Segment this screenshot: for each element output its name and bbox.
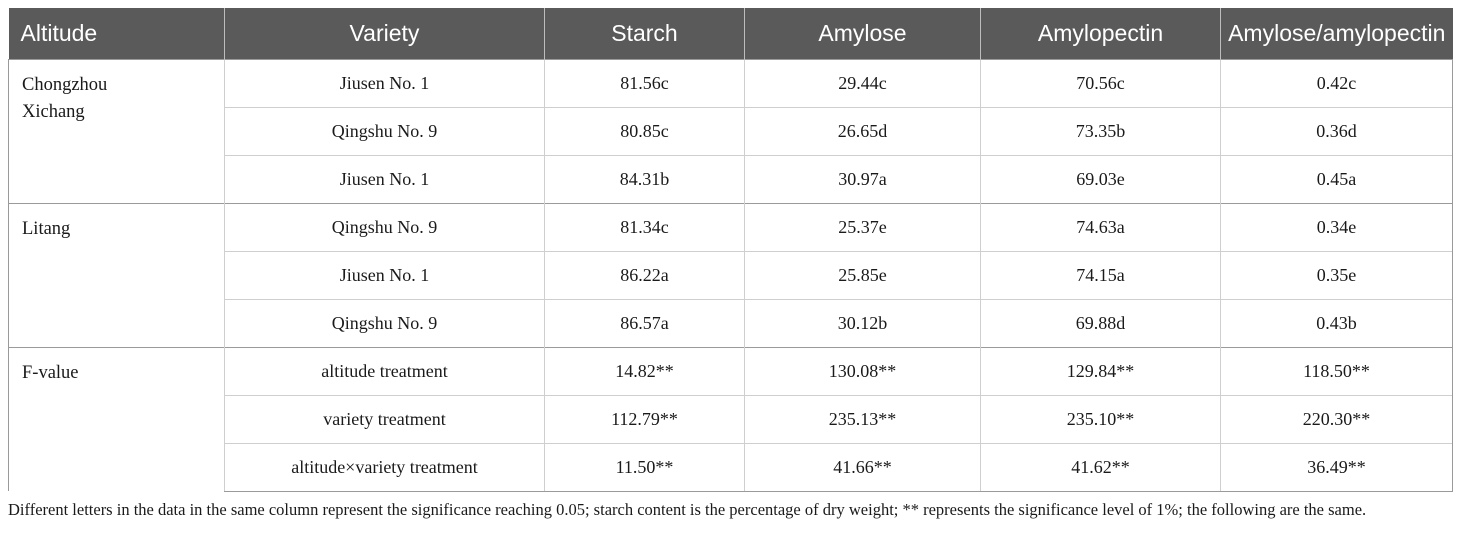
amylopectin-cell: 74.15a — [980, 250, 1221, 299]
amylopectin-cell: 235.10** — [980, 394, 1221, 443]
altitude-label: F-value — [22, 362, 79, 383]
amylose-cell: 26.65d — [744, 106, 981, 155]
table-row: Litang Qingshu No. 9 81.34c 25.37e 74.63… — [8, 202, 1453, 347]
amylopectin-cell: 73.35b — [980, 106, 1221, 155]
amylopectin-cell: 70.56c — [980, 58, 1221, 107]
header-variety: Variety — [224, 8, 545, 59]
starch-cell: 11.50** — [544, 442, 745, 492]
amylopectin-cell: 74.63a — [980, 202, 1221, 251]
ratio-cell: 0.43b — [1220, 298, 1453, 347]
variety-cell: Jiusen No. 1 — [224, 250, 545, 299]
table-row: Jiusen No. 1 84.31b 30.97a 69.03e 0.45a — [9, 154, 1453, 203]
table-header-row: Altitude Variety Starch Amylose Amylopec… — [8, 8, 1453, 59]
table-row: Chongzhou Xichang Jiusen No. 1 81.56c 29… — [8, 58, 1453, 203]
header-ratio: Amylose/amylopectin — [1220, 8, 1453, 59]
altitude-label: Chongzhou — [22, 74, 108, 95]
variety-cell: variety treatment — [224, 394, 545, 443]
amylose-cell: 29.44c — [744, 58, 981, 107]
variety-cell: Qingshu No. 9 — [224, 202, 545, 251]
table-row: Qingshu No. 9 80.85c 26.65d 73.35b 0.36d — [9, 106, 1453, 155]
amylose-cell: 25.37e — [744, 202, 981, 251]
altitude-label: Xichang — [22, 101, 85, 122]
altitude-cell: F-value — [8, 346, 225, 491]
variety-cell: Qingshu No. 9 — [224, 106, 545, 155]
variety-cell: Jiusen No. 1 — [224, 58, 545, 107]
header-amylose: Amylose — [744, 8, 981, 59]
starch-cell: 81.34c — [544, 202, 745, 251]
starch-cell: 80.85c — [544, 106, 745, 155]
ratio-cell: 0.36d — [1220, 106, 1453, 155]
header-altitude: Altitude — [20, 19, 98, 46]
starch-cell: 86.22a — [544, 250, 745, 299]
amylose-cell: 130.08** — [744, 346, 981, 395]
data-table: Altitude Variety Starch Amylose Amylopec… — [8, 8, 1453, 492]
table-footnote: Different letters in the data in the sam… — [8, 500, 1367, 519]
table-row: F-value altitude treatment 14.82** 130.0… — [8, 346, 1453, 491]
ratio-cell: 0.34e — [1220, 202, 1453, 251]
amylose-cell: 41.66** — [744, 442, 981, 492]
variety-cell: Jiusen No. 1 — [224, 154, 545, 203]
starch-cell: 112.79** — [544, 394, 745, 443]
amylopectin-cell: 129.84** — [980, 346, 1221, 395]
ratio-cell: 0.45a — [1220, 154, 1453, 203]
table-row: Jiusen No. 1 86.22a 25.85e 74.15a 0.35e — [9, 250, 1453, 299]
header-starch: Starch — [544, 8, 745, 59]
amylose-cell: 30.12b — [744, 298, 981, 347]
table-row: Qingshu No. 9 86.57a 30.12b 69.88d 0.43b — [9, 298, 1453, 347]
amylopectin-cell: 41.62** — [980, 442, 1221, 492]
starch-cell: 14.82** — [544, 346, 745, 395]
ratio-cell: 36.49** — [1220, 442, 1453, 492]
variety-cell: altitude×variety treatment — [224, 442, 545, 492]
ratio-cell: 118.50** — [1220, 346, 1453, 395]
altitude-cell: Chongzhou Xichang — [8, 58, 225, 203]
table-row: variety treatment 112.79** 235.13** 235.… — [9, 394, 1453, 443]
ratio-cell: 0.42c — [1220, 58, 1453, 107]
ratio-cell: 0.35e — [1220, 250, 1453, 299]
amylose-cell: 30.97a — [744, 154, 981, 203]
variety-cell: altitude treatment — [224, 346, 545, 395]
header-amylopectin: Amylopectin — [980, 8, 1221, 59]
amylose-cell: 25.85e — [744, 250, 981, 299]
ratio-cell: 220.30** — [1220, 394, 1453, 443]
starch-cell: 81.56c — [544, 58, 745, 107]
amylopectin-cell: 69.88d — [980, 298, 1221, 347]
amylose-cell: 235.13** — [744, 394, 981, 443]
starch-cell: 86.57a — [544, 298, 745, 347]
variety-cell: Qingshu No. 9 — [224, 298, 545, 347]
altitude-label: Litang — [22, 218, 71, 239]
amylopectin-cell: 69.03e — [980, 154, 1221, 203]
table-row: altitude×variety treatment 11.50** 41.66… — [9, 442, 1453, 492]
altitude-cell: Litang — [8, 202, 225, 347]
starch-cell: 84.31b — [544, 154, 745, 203]
